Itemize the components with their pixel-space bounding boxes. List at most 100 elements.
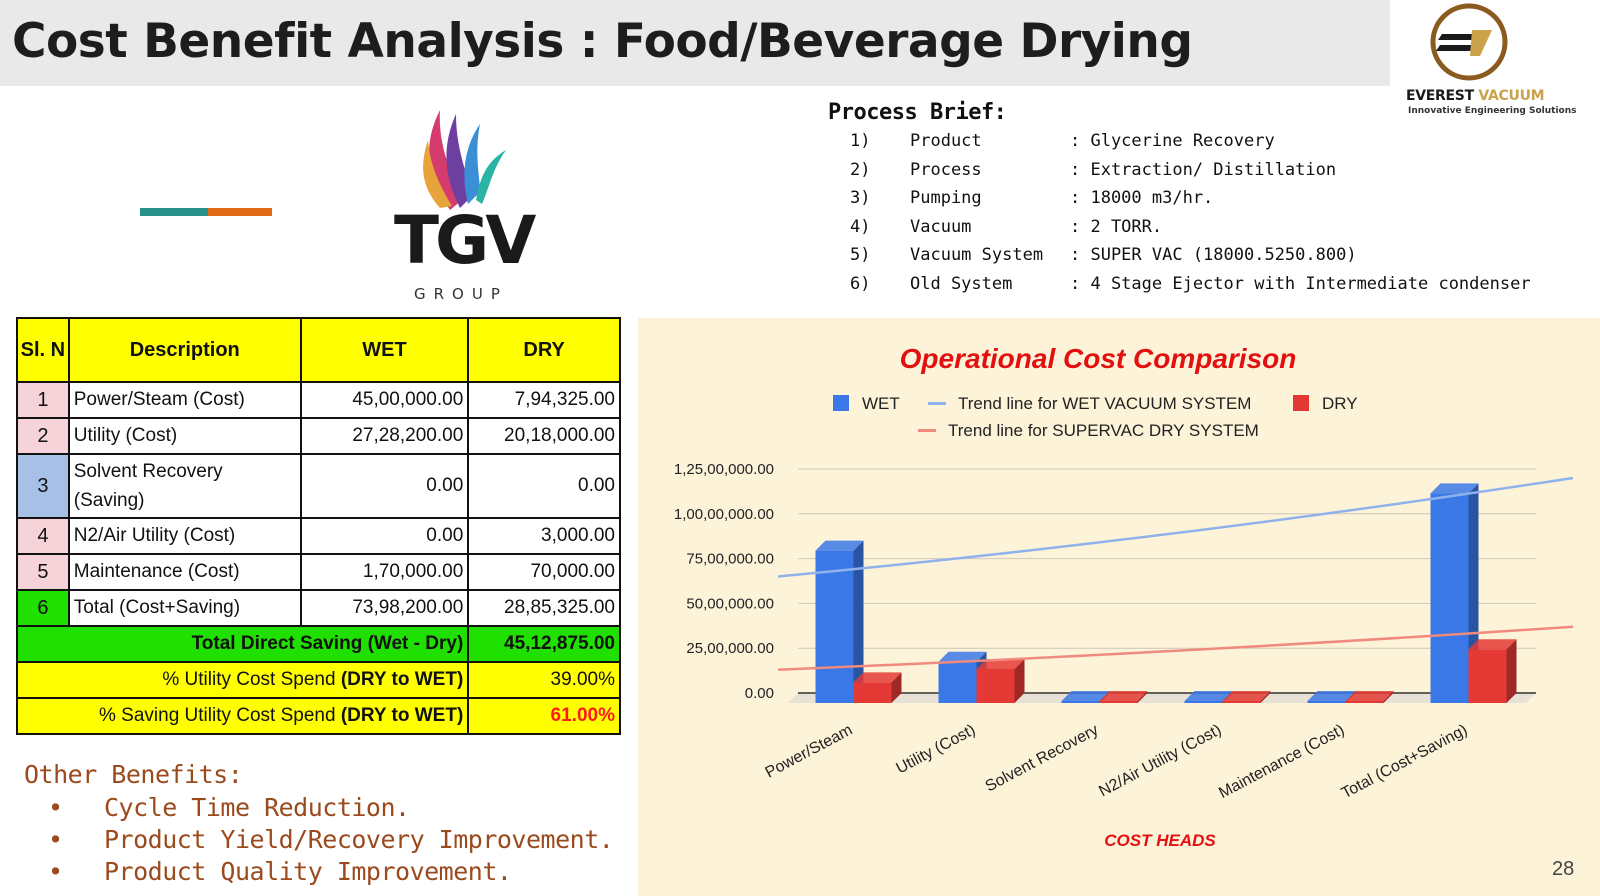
x-tick-label: Power/Steam [763,722,856,782]
row-dry: 20,18,000.00 [467,417,621,455]
bar-dry-front [976,668,1015,703]
x-tick-label: Total (Cost+Saving) [1339,722,1471,803]
everest-vacuum-logo [1430,3,1508,81]
row-desc: Utility (Cost) [67,417,302,455]
process-brief-heading: Process Brief: [828,100,1007,125]
trendline-dry [777,625,1574,671]
legend-swatch-wet-trend [928,402,946,405]
row-wet: 1,70,000.00 [299,553,470,591]
legend-label-wet: WET [862,394,900,413]
utility-spend-value: 39.00% [467,661,621,699]
bar-wet-front [1061,701,1100,703]
bar-wet-top [1061,691,1110,701]
table-row: 5 Maintenance (Cost) 1,70,000.00 70,000.… [16,553,621,591]
bar-dry-top [1345,691,1394,701]
bar-wet-top [1184,691,1233,701]
x-axis-title: COST HEADS [1104,831,1216,850]
bar-wet-front [815,550,854,703]
bar-wet-front [1307,701,1346,703]
brief-row: 2) Process: Extraction/ Distillation [850,159,1337,180]
legend-label-wet-trend: Trend line for WET VACUUM SYSTEM [958,394,1251,413]
header-sl: Sl. N [16,317,70,383]
accent-divider [140,208,272,216]
legend-swatch-dry-trend [918,429,936,432]
bar-dry-top [853,672,902,683]
bar-dry-top [1099,691,1148,701]
row-dry: 7,94,325.00 [467,381,621,419]
brief-row: 5) Vacuum System: SUPER VAC (18000.5250.8… [850,245,1357,265]
total-saving-row: Total Direct Saving (Wet - Dry) 45,12,87… [15,625,621,663]
bar-dry-side [891,672,902,703]
table-row: 4 N2/Air Utility (Cost) 0.00 3,000.00 [16,517,621,555]
other-benefits-heading: Other Benefits: [24,760,243,789]
utility-spend-label: % Utility Cost Spend (DRY to WET) [15,661,470,699]
row-desc: N2/Air Utility (Cost) [67,517,302,555]
benefit-item: Product Quality Improvement. [24,857,613,889]
bar-wet-front [1430,493,1469,703]
table-header-row: Sl. N Description WET DRY [16,317,621,383]
bar-dry-side [1014,658,1025,703]
legend-label-dry: DRY [1322,394,1358,413]
row-dry: 0.00 [467,453,621,519]
row-wet: 0.00 [299,517,470,555]
brief-row: 3) Pumping: 18000 m3/hr. [850,188,1214,208]
bar-dry-front [1345,701,1384,703]
row-desc: Power/Steam (Cost) [67,381,302,419]
y-tick-label: 1,00,00,000.00 [674,506,774,523]
row-sl: 1 [16,381,70,419]
bar-wet-side [853,540,864,703]
x-tick-label: Utility (Cost) [893,722,978,778]
row-wet: 27,28,200.00 [299,417,470,455]
x-tick-label: N2/Air Utility (Cost) [1096,722,1224,801]
row-sl: 6 [16,589,70,627]
other-benefits: Other Benefits: Cycle Time Reduction. Pr… [24,760,614,889]
total-saving-value: 45,12,875.00 [467,625,621,663]
trendline-wet [777,476,1574,578]
utility-spend-row: % Utility Cost Spend (DRY to WET) 39.00% [15,661,621,699]
saving-spend-label: % Saving Utility Cost Spend (DRY to WET) [15,697,470,735]
row-desc: Solvent Recovery (Saving) [67,453,302,519]
brief-row: 6) Old System: 4 Stage Ejector with Inter… [850,273,1531,294]
row-sl: 2 [16,417,70,455]
row-wet: 45,00,000.00 [299,381,470,419]
row-sl: 5 [16,553,70,591]
process-brief: Process Brief: 1) Product: Glycerine Reco… [828,100,1531,302]
bar-dry-front [853,682,892,703]
header-description: Description [67,317,302,383]
bar-dry-side [1506,639,1517,703]
bar-dry-top [1468,639,1517,650]
everest-vacuum-tagline: Innovative Engineering Solutions [1408,106,1577,116]
y-tick-label: 50,00,000.00 [686,595,774,612]
page-number: 28 [1552,858,1575,880]
tgv-group-text: GROUP [414,285,508,303]
brief-row: 1) Product: Glycerine Recovery [850,131,1275,151]
bar-dry-side [1137,691,1148,703]
row-dry: 70,000.00 [467,553,621,591]
row-dry: 3,000.00 [467,517,621,555]
row-wet: 73,98,200.00 [299,589,470,627]
x-tick-label: Solvent Recovery [983,722,1102,796]
cost-comparison-chart: Operational Cost Comparison WET Trend line… [674,343,1574,850]
row-sl: 4 [16,517,70,555]
bar-dry-top [1222,691,1271,701]
table-row: 6 Total (Cost+Saving) 73,98,200.00 28,85… [16,589,621,627]
x-tick-label: Maintenance (Cost) [1216,722,1347,803]
y-tick-label: 1,25,00,000.00 [674,461,774,478]
bar-wet-front [1184,701,1223,703]
row-sl: 3 [16,453,70,519]
chart-floor [788,693,1536,703]
tgv-flame-icon [423,110,506,210]
chart-title: Operational Cost Comparison [900,343,1297,374]
y-tick-label: 0.00 [745,685,774,702]
legend-label-dry-trend: Trend line for SUPERVAC DRY SYSTEM [948,421,1259,440]
total-saving-label: Total Direct Saving (Wet - Dry) [15,625,470,663]
table-row: 1 Power/Steam (Cost) 45,00,000.00 7,94,3… [16,381,621,419]
table-row: 3 Solvent Recovery (Saving) 0.00 0.00 [16,453,621,519]
benefit-item: Product Yield/Recovery Improvement. [24,825,614,857]
legend-swatch-dry [1293,395,1309,411]
header-wet: WET [299,317,470,383]
saving-spend-value: 61.00% [467,697,621,735]
brief-row: 4) Vacuum: 2 TORR. [850,216,1163,237]
page-title: Cost Benefit Analysis : Food/Beverage Dr… [12,14,1193,69]
title-bar: Cost Benefit Analysis : Food/Beverage Dr… [0,0,1390,86]
